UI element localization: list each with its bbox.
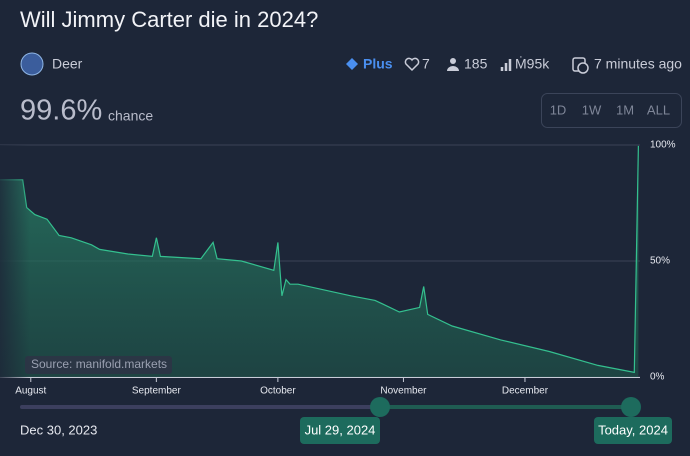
y-tick-label: 100% [650, 140, 676, 151]
slider-track [20, 405, 380, 409]
heart-icon[interactable] [404, 57, 420, 72]
range-selector [541, 93, 682, 128]
y-tick-label: 50% [650, 256, 670, 267]
area [0, 145, 639, 377]
plus-icon [346, 58, 358, 70]
x-tick-label: September [132, 386, 182, 397]
chart: 0% 50% 100% August September October November D… [0, 140, 676, 397]
updated: 7 minutes ago [594, 56, 682, 72]
range-button[interactable]: 1D [550, 102, 567, 117]
left-fade [0, 145, 30, 378]
slider-handle-from[interactable] [370, 397, 390, 417]
slider-start: Dec 30, 2023 [20, 422, 97, 437]
slider-range [380, 405, 632, 409]
x-tick-label: December [502, 386, 549, 397]
y-tick-label: 0% [650, 372, 665, 383]
x-tick-label: October [260, 386, 296, 397]
range-button[interactable]: 1M [616, 102, 634, 117]
clock-icon-face [577, 62, 589, 74]
source[interactable]: Source: manifold.markets [31, 357, 167, 371]
market-title: Will Jimmy Carter die in 2024? [20, 7, 318, 32]
slider-to: Today, 2024 [598, 422, 668, 437]
trader-icon [450, 58, 456, 64]
creator[interactable]: Deer [52, 56, 83, 72]
slider-from-badge [300, 417, 380, 444]
tier[interactable]: Plus [363, 56, 393, 72]
volume-icon [500, 59, 512, 71]
likes: 7 [422, 56, 430, 72]
volume: Ṁ95k [515, 55, 550, 72]
slider-handle-to[interactable] [621, 397, 641, 417]
line [0, 145, 639, 374]
traders: 185 [464, 56, 488, 72]
slider-from: Jul 29, 2024 [305, 422, 376, 437]
avatar[interactable] [21, 53, 43, 75]
x-tick-label: November [380, 386, 427, 397]
range-button[interactable]: 1W [582, 102, 602, 117]
avatar-ring [20, 52, 44, 76]
probability-label: chance [108, 108, 153, 124]
slider-to-badge [594, 417, 672, 444]
range-button[interactable]: ALL [647, 102, 670, 117]
source-badge [25, 356, 172, 374]
trader-icon-body [447, 66, 459, 71]
probability: 99.6% [20, 95, 102, 127]
x-tick-label: August [15, 386, 46, 397]
range-buttons: 1D 1W 1M ALL [550, 102, 670, 117]
